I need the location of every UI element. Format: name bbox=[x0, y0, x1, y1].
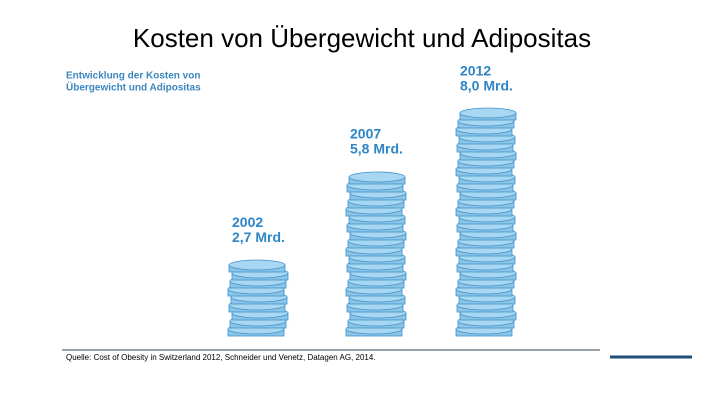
value-label: 8,0 Mrd. bbox=[460, 78, 513, 94]
year-label: 2002 bbox=[232, 214, 263, 230]
source-note: Quelle: Cost of Obesity in Switzerland 2… bbox=[66, 353, 376, 362]
coin-stack bbox=[345, 171, 407, 337]
coin-stack bbox=[227, 259, 289, 337]
year-label: 2007 bbox=[350, 125, 381, 141]
coin-stack bbox=[455, 107, 517, 337]
value-label: 2,7 Mrd. bbox=[232, 229, 285, 245]
coin bbox=[228, 259, 286, 271]
year-label: 2012 bbox=[460, 63, 491, 79]
chart-subtitle: Entwicklung der Kosten von bbox=[66, 71, 200, 82]
value-label: 5,8 Mrd. bbox=[350, 140, 403, 156]
chart-subtitle: Übergewicht und Adipositas bbox=[66, 81, 201, 94]
coin bbox=[348, 171, 406, 183]
coin bbox=[459, 107, 517, 119]
slide-title: Kosten von Übergewicht und Adipositas bbox=[133, 23, 591, 53]
